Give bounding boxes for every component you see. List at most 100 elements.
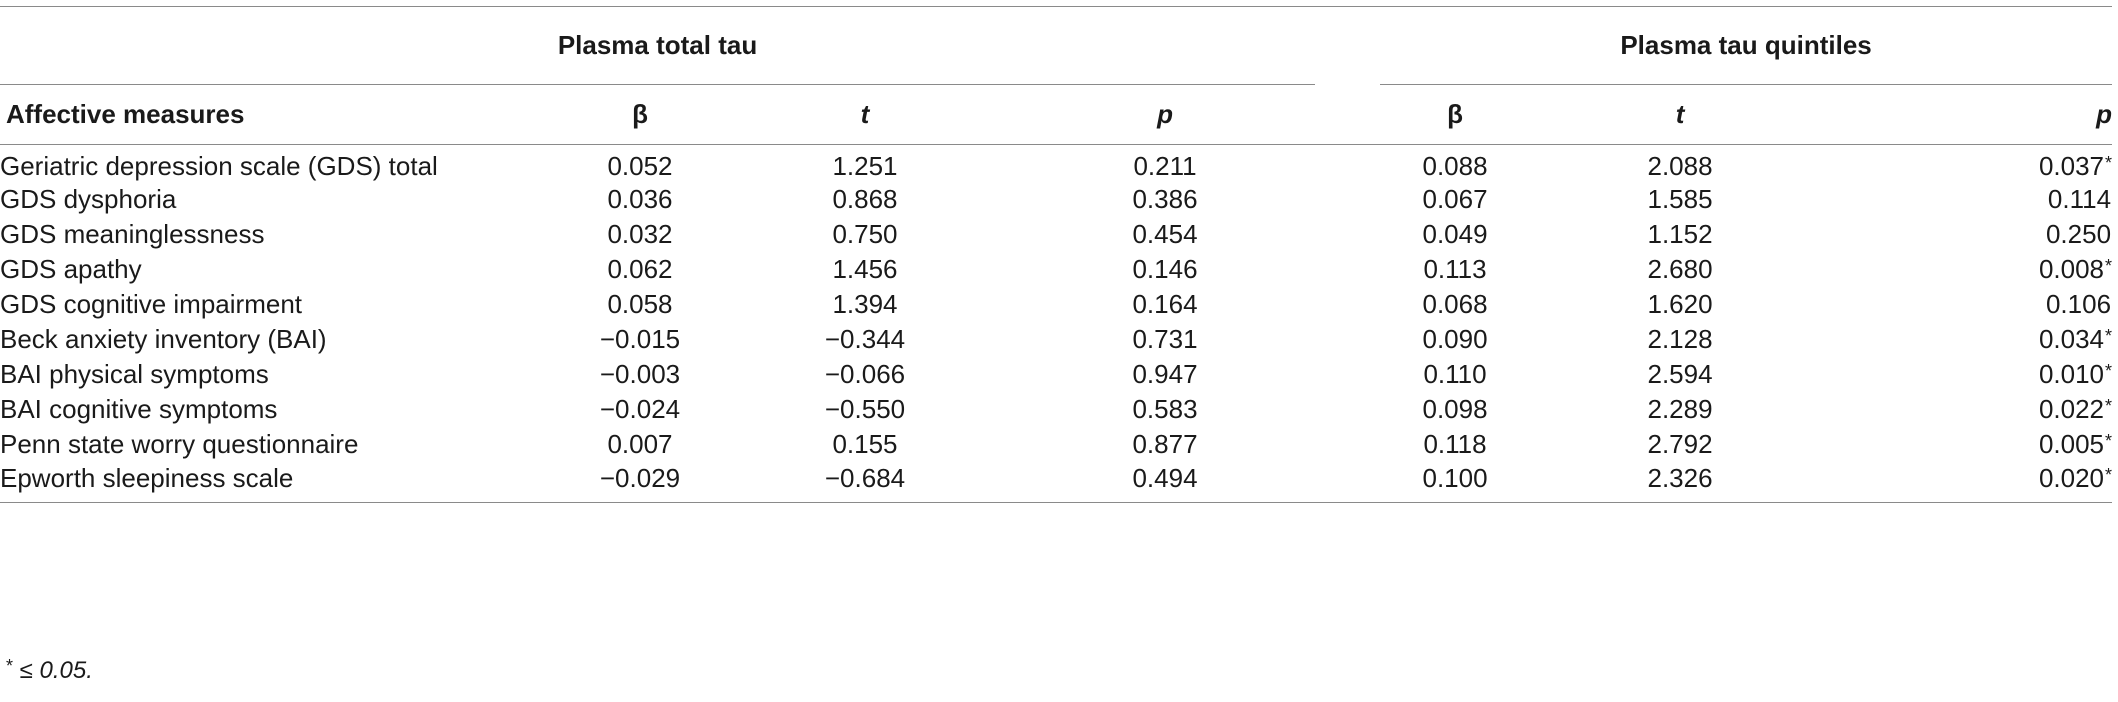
beta-total-value: −0.029 <box>599 463 681 494</box>
group-header-spacer <box>1315 7 1380 85</box>
t-total-value: 0.155 <box>832 429 898 459</box>
p-quintiles-cell: 0.106 <box>1830 287 2112 322</box>
p-quintiles-value: 0.020 <box>2038 463 2105 494</box>
table-footnote: * ≤ 0.05. <box>6 656 93 685</box>
t-total-value: −0.344 <box>824 324 906 354</box>
group-header-row: Plasma total tau Plasma tau quintiles <box>0 6 2113 85</box>
significance-marker: * <box>2105 361 2113 381</box>
footnote-star: * <box>6 656 14 676</box>
spacer-cell <box>1315 287 1380 322</box>
t-quintiles-value: 2.326 <box>1647 463 1713 494</box>
p-quintiles-cell: 0.037* <box>1830 145 2112 183</box>
table-body: Geriatric depression scale (GDS) total 0… <box>0 145 2113 502</box>
group-header-plasma-tau-quintiles: Plasma tau quintiles <box>1380 6 2113 85</box>
column-header-t-total: t <box>860 99 870 129</box>
beta-total-value: 0.032 <box>607 219 673 249</box>
p-quintiles-cell: 0.010* <box>1830 357 2112 392</box>
table-row: GDS cognitive impairment 0.058 1.394 0.1… <box>0 287 2112 322</box>
column-header-spacer <box>1315 85 1380 145</box>
significance-marker: * <box>2105 153 2113 173</box>
t-quintiles-value: 2.289 <box>1647 394 1713 424</box>
row-label: GDS apathy <box>0 254 142 284</box>
row-label: BAI physical symptoms <box>0 359 269 389</box>
p-quintiles-cell: 0.005* <box>1830 427 2112 462</box>
t-total-value: 1.251 <box>832 151 898 181</box>
beta-quintiles-value: 0.088 <box>1422 151 1488 181</box>
p-total-value: 0.947 <box>1132 359 1198 389</box>
table-row: GDS apathy 0.062 1.456 0.146 0.113 2.680… <box>0 252 2112 287</box>
p-quintiles-cell: 0.034* <box>1830 322 2112 357</box>
table-row: Geriatric depression scale (GDS) total 0… <box>0 145 2112 183</box>
beta-total-value: −0.024 <box>599 394 681 424</box>
p-quintiles-cell: 0.114 <box>1830 182 2112 217</box>
p-total-value: 0.146 <box>1132 254 1198 284</box>
p-quintiles-cell: 0.022* <box>1830 392 2112 427</box>
row-label: Geriatric depression scale (GDS) total <box>0 151 438 181</box>
t-total-value: −0.066 <box>824 359 906 389</box>
column-header-t-quintiles: t <box>1675 99 1685 129</box>
p-quintiles-value: 0.010 <box>2038 359 2105 389</box>
column-header-beta-quintiles: β <box>1447 99 1463 129</box>
row-label: Penn state worry questionnaire <box>0 429 359 459</box>
p-total-value: 0.386 <box>1132 184 1198 214</box>
table-row: GDS meaninglessness 0.032 0.750 0.454 0.… <box>0 217 2112 252</box>
p-total-value: 0.164 <box>1132 289 1198 319</box>
p-quintiles-cell: 0.250 <box>1830 217 2112 252</box>
beta-quintiles-value: 0.049 <box>1422 219 1488 249</box>
p-total-value: 0.583 <box>1132 394 1198 424</box>
table-row: Epworth sleepiness scale −0.029 −0.684 0… <box>0 462 2113 502</box>
p-total-value: 0.211 <box>1133 151 1197 181</box>
beta-quintiles-value: 0.110 <box>1423 359 1487 389</box>
t-quintiles-value: 2.680 <box>1647 254 1713 284</box>
beta-quintiles-value: 0.098 <box>1422 394 1488 424</box>
beta-total-value: −0.015 <box>599 324 681 354</box>
column-header-row: Affective measures β t p β t p <box>0 85 2113 145</box>
spacer-cell <box>1315 392 1380 427</box>
beta-quintiles-value: 0.068 <box>1422 289 1488 319</box>
spacer-cell <box>1315 427 1380 462</box>
significance-marker: * <box>2105 396 2113 416</box>
t-total-value: 0.750 <box>832 219 898 249</box>
p-quintiles-value: 0.250 <box>2045 219 2112 249</box>
row-label: GDS meaninglessness <box>0 219 265 249</box>
row-label: GDS cognitive impairment <box>0 289 302 319</box>
column-header-p-total: p <box>1157 99 1173 129</box>
table-row: Penn state worry questionnaire 0.007 0.1… <box>0 427 2112 462</box>
column-header-beta-total: β <box>632 99 648 129</box>
beta-total-value: −0.003 <box>599 359 681 389</box>
spacer-cell <box>1315 252 1380 287</box>
table-row: BAI physical symptoms −0.003 −0.066 0.94… <box>0 357 2112 392</box>
row-label: Epworth sleepiness scale <box>0 463 294 494</box>
p-quintiles-value: 0.114 <box>2047 184 2112 214</box>
p-quintiles-value: 0.034 <box>2038 324 2105 354</box>
beta-total-value: 0.058 <box>607 289 673 319</box>
p-quintiles-cell: 0.020* <box>1830 462 2112 502</box>
significance-marker: * <box>2105 256 2113 276</box>
p-quintiles-value: 0.106 <box>2045 289 2112 319</box>
t-quintiles-value: 2.088 <box>1647 151 1713 181</box>
spacer-cell <box>1315 322 1380 357</box>
footnote-text: ≤ 0.05. <box>13 657 93 684</box>
t-quintiles-value: 2.128 <box>1647 324 1713 354</box>
beta-quintiles-value: 0.100 <box>1422 463 1488 494</box>
column-header-p-quintiles: p <box>2096 99 2113 129</box>
p-total-value: 0.731 <box>1132 324 1198 354</box>
p-quintiles-value: 0.008 <box>2038 254 2105 284</box>
t-total-value: 1.456 <box>832 254 898 284</box>
t-quintiles-value: 1.585 <box>1647 184 1713 214</box>
t-total-value: −0.684 <box>824 463 906 494</box>
table-row: Beck anxiety inventory (BAI) −0.015 −0.3… <box>0 322 2112 357</box>
beta-total-value: 0.052 <box>607 151 673 181</box>
t-quintiles-value: 1.152 <box>1647 219 1713 249</box>
row-label: BAI cognitive symptoms <box>0 394 278 424</box>
results-table: Plasma total tau Plasma tau quintiles Af… <box>0 6 2113 503</box>
p-quintiles-value: 0.005 <box>2038 429 2105 459</box>
spacer-cell <box>1315 462 1380 502</box>
t-quintiles-value: 1.620 <box>1647 289 1713 319</box>
beta-quintiles-value: 0.113 <box>1423 254 1487 284</box>
spacer-cell <box>1315 357 1380 392</box>
p-quintiles-value: 0.022 <box>2038 394 2105 424</box>
table-row: GDS dysphoria 0.036 0.868 0.386 0.067 1.… <box>0 182 2112 217</box>
t-quintiles-value: 2.792 <box>1647 429 1713 459</box>
